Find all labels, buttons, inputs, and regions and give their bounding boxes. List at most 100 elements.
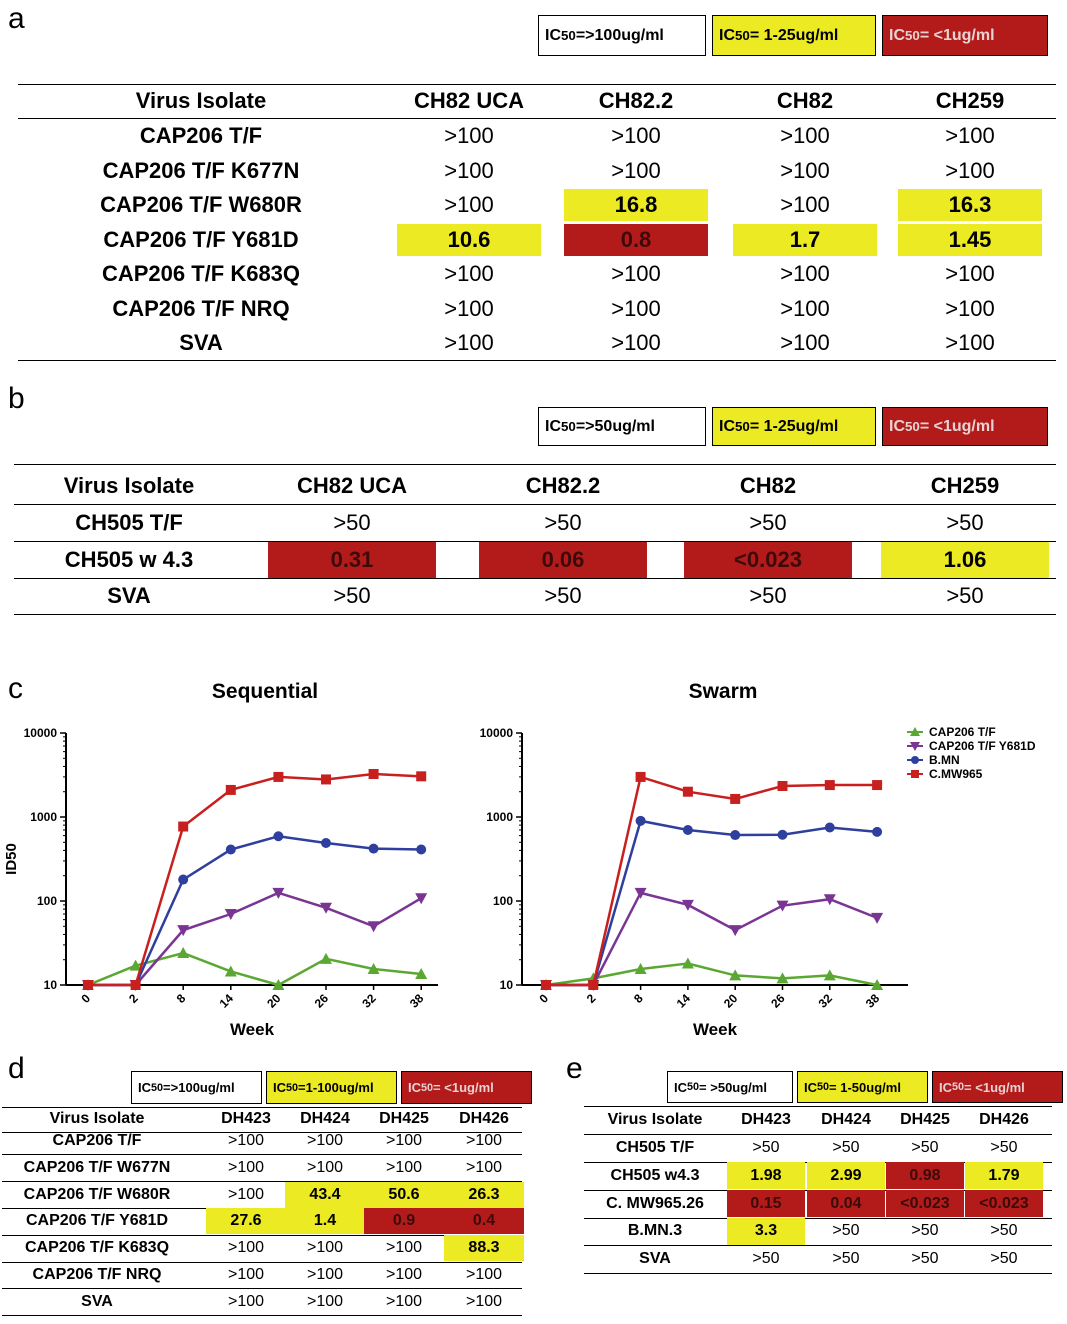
data-point bbox=[273, 771, 284, 782]
row-label: C. MW965.26 bbox=[606, 1194, 704, 1212]
column-header: CH259 bbox=[930, 473, 1000, 498]
table-cell: >50 bbox=[911, 1250, 939, 1268]
legend-subscript: 50 bbox=[905, 419, 920, 434]
highlighted-cell: 0.98 bbox=[886, 1162, 964, 1190]
data-point bbox=[871, 979, 884, 990]
x-tick-label: 2 bbox=[584, 991, 599, 1006]
highlighted-cell: 50.6 bbox=[364, 1181, 444, 1208]
table-cell: >50 bbox=[946, 583, 984, 608]
data-point bbox=[320, 902, 332, 914]
table-cell: >100 bbox=[385, 1292, 423, 1310]
table-cell: >100 bbox=[385, 1239, 423, 1257]
table-rule bbox=[14, 614, 1056, 616]
y-tick-label: 100 bbox=[37, 894, 57, 908]
panel-label-e: e bbox=[566, 1052, 583, 1085]
data-point bbox=[824, 780, 835, 791]
table-rule bbox=[584, 1245, 1052, 1247]
table-cell: >100 bbox=[465, 1158, 503, 1176]
chart-title: Sequential bbox=[212, 680, 318, 703]
highlighted-cell: 16.8 bbox=[564, 189, 708, 221]
table-cell: >100 bbox=[945, 295, 995, 321]
data-point bbox=[320, 952, 332, 964]
table-cell: >100 bbox=[444, 261, 494, 286]
column-header: DH425 bbox=[900, 1110, 950, 1128]
data-point bbox=[730, 793, 741, 804]
table-cell: >100 bbox=[385, 1158, 423, 1176]
legend-subscript: 50 bbox=[735, 28, 750, 43]
data-point bbox=[635, 771, 646, 782]
table-cell: >100 bbox=[780, 192, 830, 217]
chart-sequential: Sequential 10 100 1000 10000 0 2 8 14 20 26 32 38 Wee… bbox=[3, 680, 438, 1039]
data-point bbox=[872, 826, 883, 837]
x-tick-label: 20 bbox=[721, 991, 741, 1011]
chart-title: Swarm bbox=[689, 680, 758, 703]
table-rule bbox=[2, 1107, 522, 1108]
data-point bbox=[776, 972, 789, 984]
legend-text: IC bbox=[674, 1079, 687, 1095]
data-point bbox=[83, 980, 93, 990]
highlighted-cell: 10.6 bbox=[397, 223, 541, 256]
legend-key-red: IC 50 = <1ug/ml bbox=[882, 407, 1048, 446]
table-cell: >50 bbox=[752, 1250, 780, 1268]
data-point bbox=[416, 771, 427, 782]
table-cell: >100 bbox=[227, 1185, 265, 1203]
legend-text: IC bbox=[545, 26, 561, 44]
data-point bbox=[273, 831, 284, 842]
table-cell: >100 bbox=[444, 295, 494, 321]
data-point bbox=[634, 963, 647, 975]
table-rule bbox=[2, 1288, 522, 1290]
column-header: DH424 bbox=[300, 1109, 350, 1127]
legend-text: = 1-50ug/ml bbox=[829, 1079, 901, 1095]
column-header: CH82.2 bbox=[598, 88, 674, 113]
row-label: SVA bbox=[639, 1250, 671, 1268]
y-tick-label: 100 bbox=[493, 894, 513, 908]
column-header: Virus Isolate bbox=[607, 1110, 703, 1128]
row-label: CH505 w 4.3 bbox=[64, 546, 194, 572]
legend-text: IC bbox=[408, 1080, 421, 1095]
column-header: CH82 UCA bbox=[296, 473, 408, 498]
legend-key-white: IC 50 =>100ug/ml bbox=[538, 15, 706, 56]
data-point bbox=[415, 893, 428, 905]
data-point bbox=[368, 769, 379, 780]
table-cell: >100 bbox=[780, 261, 830, 286]
legend-text: IC bbox=[719, 26, 735, 44]
data-point bbox=[416, 844, 427, 855]
highlighted-cell: 0.04 bbox=[807, 1190, 885, 1218]
legend-key-yellow: IC 50 =1-100ug/ml bbox=[266, 1071, 397, 1104]
legend-key-red: IC 50 = <1ug/ml bbox=[401, 1071, 532, 1104]
legend-text: IC bbox=[939, 1079, 952, 1095]
data-point bbox=[541, 980, 551, 990]
series-line bbox=[546, 891, 878, 987]
row-label: CH505 T/F bbox=[75, 510, 183, 535]
legend-subscript: 50 bbox=[817, 1081, 830, 1093]
legend-subscript: 50 bbox=[286, 1081, 299, 1094]
data-point bbox=[415, 968, 428, 980]
table-cell: >50 bbox=[911, 1139, 939, 1156]
table-cell: >100 bbox=[611, 261, 661, 286]
data-point bbox=[178, 874, 189, 885]
series-line bbox=[88, 891, 422, 987]
highlighted-cell: 43.4 bbox=[285, 1181, 365, 1208]
x-tick-label: 8 bbox=[174, 991, 189, 1006]
data-point bbox=[730, 830, 741, 841]
table-cell: >50 bbox=[752, 1139, 780, 1156]
legend-key-red: IC 50 = <1ug/ml bbox=[932, 1071, 1063, 1103]
highlighted-cell: 1.7 bbox=[733, 223, 877, 256]
legend-key-yellow: IC 50 = 1-50ug/ml bbox=[797, 1071, 928, 1103]
legend-subscript: 50 bbox=[952, 1081, 965, 1093]
legend-panel-a: IC 50 =>100ug/ml IC 50 = 1-25ug/ml IC 50 = <1ug/… bbox=[538, 15, 1048, 56]
series-line bbox=[546, 819, 878, 987]
row-label: CAP206 T/F W680R bbox=[100, 192, 302, 217]
table-cell: >100 bbox=[444, 123, 494, 148]
x-tick-label: 26 bbox=[768, 991, 788, 1011]
data-point bbox=[368, 843, 379, 854]
table-rule bbox=[18, 84, 1056, 85]
data-point bbox=[871, 912, 884, 924]
legend-subscript: 50 bbox=[905, 28, 920, 43]
highlighted-cell: 0.31 bbox=[268, 541, 436, 578]
table-cell: >100 bbox=[306, 1132, 344, 1149]
row-label: CAP206 T/F bbox=[52, 1131, 142, 1149]
table-cell: >50 bbox=[544, 583, 582, 608]
data-point bbox=[321, 838, 331, 849]
table-rule bbox=[2, 1132, 522, 1134]
